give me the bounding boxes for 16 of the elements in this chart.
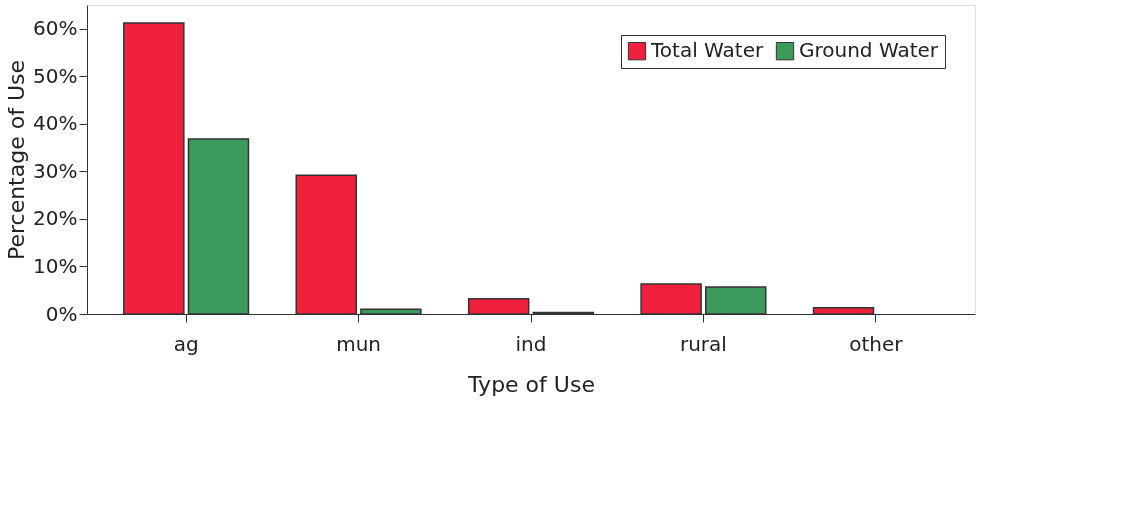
x-tick-label: ag xyxy=(173,331,199,356)
y-axis-title: Percentage of Use xyxy=(4,59,30,261)
x-tick-label: rural xyxy=(679,331,727,356)
x-tick-label: other xyxy=(849,331,904,356)
y-tick-label: 20% xyxy=(33,206,78,231)
y-tick-label: 30% xyxy=(33,158,78,183)
y-tick-label: 60% xyxy=(33,16,78,41)
x-tick-label: ind xyxy=(515,331,547,356)
legend-label: Total Water xyxy=(650,38,764,63)
y-tick-label: 10% xyxy=(33,253,78,278)
legend-label: Ground Water xyxy=(799,38,939,63)
y-tick-label: 50% xyxy=(33,63,78,88)
x-tick-label: mun xyxy=(336,331,381,356)
y-tick-label: 0% xyxy=(45,301,78,326)
y-tick-label: 40% xyxy=(33,111,78,136)
x-axis-title: Type of Use xyxy=(467,371,595,397)
